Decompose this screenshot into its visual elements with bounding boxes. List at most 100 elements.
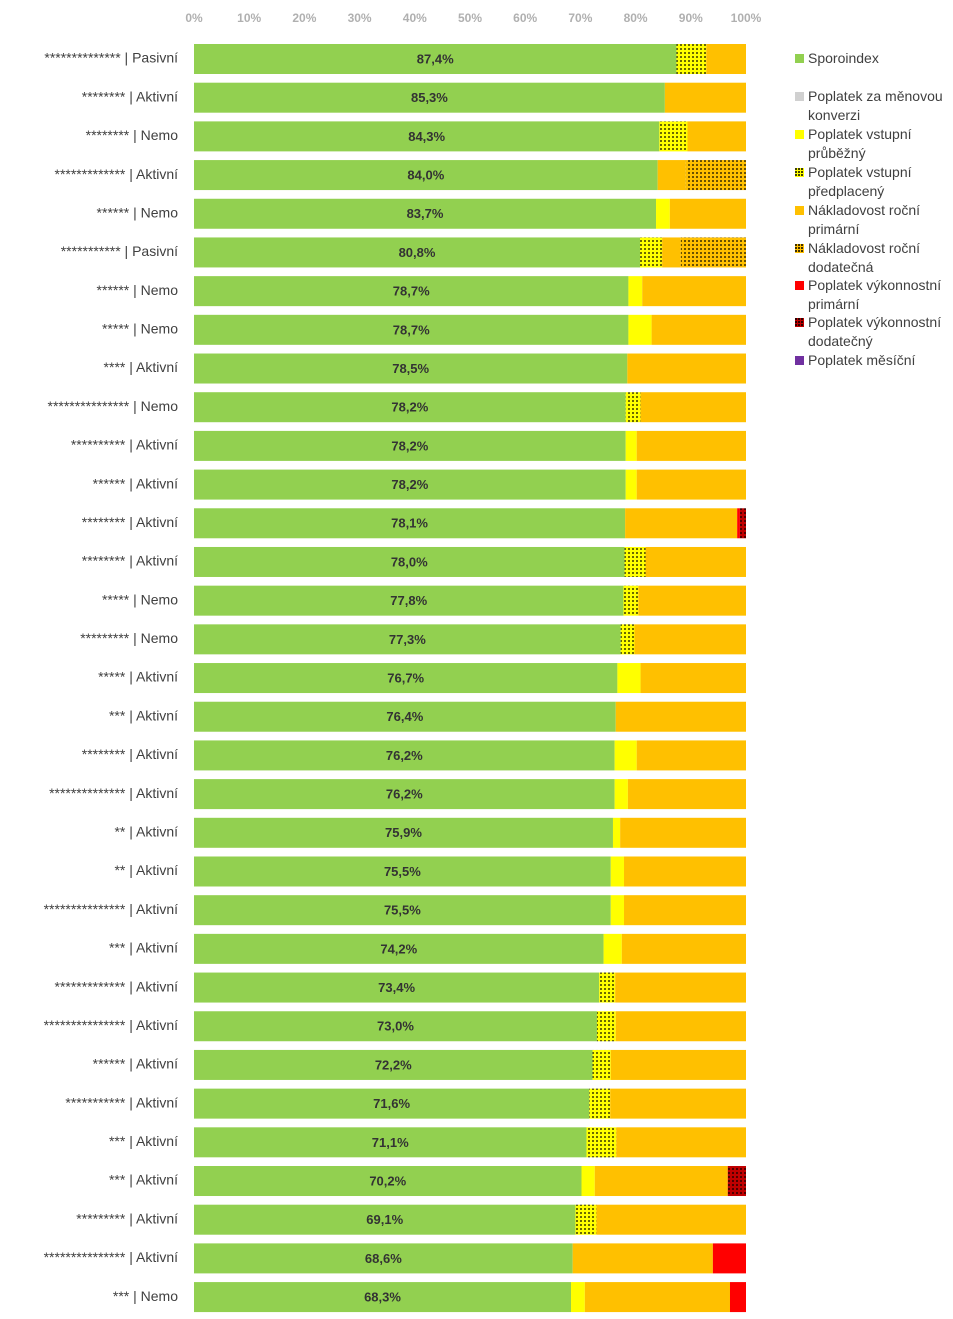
y-tick-label: ******** | Nemo — [86, 127, 179, 143]
data-label: 84,0% — [407, 168, 444, 183]
bar-segment — [586, 1127, 617, 1158]
bar-segment — [628, 276, 643, 307]
bar-segment — [194, 314, 629, 345]
bar-segment — [610, 895, 625, 926]
legend-swatch — [795, 318, 804, 327]
data-label: 75,5% — [384, 864, 421, 879]
legend-swatch — [795, 244, 804, 253]
legend-label: Poplatek vstupní předplacený — [808, 164, 912, 199]
y-tick-label: *************** | Aktivní — [44, 1017, 178, 1033]
y-tick-label: *** | Aktivní — [109, 940, 178, 956]
bar-segment — [194, 1204, 576, 1235]
bar-segment — [706, 44, 746, 74]
bar-segment — [575, 1204, 597, 1235]
bar-segment — [194, 933, 604, 964]
x-tick-label: 80% — [624, 11, 648, 25]
legend-item: Poplatek měsíční — [793, 351, 951, 370]
data-label: 77,8% — [390, 593, 427, 608]
bar-segment — [194, 508, 626, 539]
y-tick-label: ***** | Nemo — [102, 591, 178, 607]
y-tick-label: *********** | Pasivní — [61, 243, 178, 259]
bar-segment — [636, 740, 746, 771]
bar-segment — [596, 1204, 746, 1235]
bar-segment — [194, 1127, 587, 1158]
x-tick-label: 0% — [185, 11, 203, 25]
data-label: 75,5% — [384, 903, 421, 918]
chart: 0% 10% 20% 30% 40% 50% 60% 70% 80% 90% 100% *******… — [44, 11, 762, 1313]
bar-segment — [676, 44, 707, 74]
y-tick-label: *************** | Aktivní — [44, 1249, 178, 1265]
legend-swatch — [795, 356, 804, 365]
data-label: 77,3% — [389, 632, 426, 647]
bar-segment — [617, 663, 641, 694]
data-label: 78,7% — [393, 322, 430, 337]
bar-segment — [194, 198, 657, 229]
x-tick-label: 100% — [731, 11, 762, 25]
bar-segment — [624, 546, 646, 577]
data-label: 78,0% — [391, 554, 428, 569]
bar-segment — [624, 856, 746, 887]
bar-segment — [727, 1166, 746, 1197]
bar-segment — [610, 1049, 746, 1080]
y-tick-label: ************** | Aktivní — [49, 785, 178, 801]
legend-item: Poplatek za měnovou konverzi — [793, 87, 951, 125]
bar-segment — [194, 392, 626, 423]
bar-segment — [612, 817, 621, 848]
bar-segment — [625, 392, 641, 423]
data-label: 78,2% — [391, 400, 428, 415]
bar-segment — [636, 469, 746, 500]
data-label: 76,2% — [386, 787, 423, 802]
y-tick-label: ************* | Aktivní — [55, 978, 179, 994]
bar-segment — [599, 972, 616, 1003]
bar-segment — [614, 779, 628, 810]
legend-label: Nákladovost roční primární — [808, 202, 921, 237]
y-tick-label: *** | Nemo — [113, 1288, 178, 1304]
bar-segment — [596, 1011, 616, 1042]
y-tick-label: ****** | Aktivní — [93, 1056, 178, 1072]
legend-label: Poplatek za měnovou konverzi — [808, 88, 943, 123]
x-tick-label: 40% — [403, 11, 427, 25]
data-label: 71,1% — [372, 1135, 409, 1150]
bar-segment — [194, 1166, 582, 1197]
y-tick-label: ******** | Aktivní — [82, 514, 178, 530]
legend-item: Poplatek výkonnostní primární — [793, 276, 951, 314]
data-label: 71,6% — [373, 1096, 410, 1111]
data-label: 84,3% — [408, 129, 445, 144]
data-label: 70,2% — [369, 1173, 406, 1188]
bar-segment — [589, 1088, 611, 1119]
bar-segment — [194, 1243, 573, 1274]
bar-segment — [194, 972, 600, 1003]
bar-segment — [194, 1011, 597, 1042]
bar-segment — [194, 160, 658, 191]
y-tick-label: ******** | Aktivní — [82, 88, 178, 104]
bar-segment — [620, 624, 635, 655]
bar-segment — [194, 740, 615, 771]
legend-swatch — [795, 92, 804, 101]
legend-label: Nákladovost roční dodatečná — [808, 240, 921, 275]
data-label: 73,4% — [378, 980, 415, 995]
bar-segment — [610, 856, 625, 887]
legend-item: Poplatek vstupní průběžný — [793, 125, 951, 163]
data-label: 87,4% — [417, 51, 454, 66]
x-tick-label: 60% — [513, 11, 537, 25]
bar-segment — [194, 82, 665, 113]
bar-segment — [739, 508, 746, 539]
data-label: 78,2% — [391, 477, 428, 492]
data-label: 74,2% — [380, 941, 417, 956]
y-tick-label: ******** | Aktivní — [82, 553, 178, 569]
bar-segment — [685, 160, 746, 191]
y-tick-label: *** | Aktivní — [109, 1133, 178, 1149]
bar-segment — [194, 44, 677, 74]
bar-segment — [659, 121, 688, 152]
y-tick-label: *********** | Aktivní — [65, 1094, 178, 1110]
data-label: 68,3% — [364, 1290, 401, 1305]
bar-segment — [592, 1049, 611, 1080]
bar-segment — [712, 1243, 746, 1274]
bar-segment — [581, 1166, 595, 1197]
x-tick-label: 50% — [458, 11, 482, 25]
bar-segment — [194, 276, 629, 307]
bar-segment — [194, 546, 625, 577]
data-label: 78,2% — [391, 438, 428, 453]
legend-label: Poplatek měsíční — [808, 352, 916, 368]
y-tick-label: ****** | Nemo — [97, 282, 179, 298]
